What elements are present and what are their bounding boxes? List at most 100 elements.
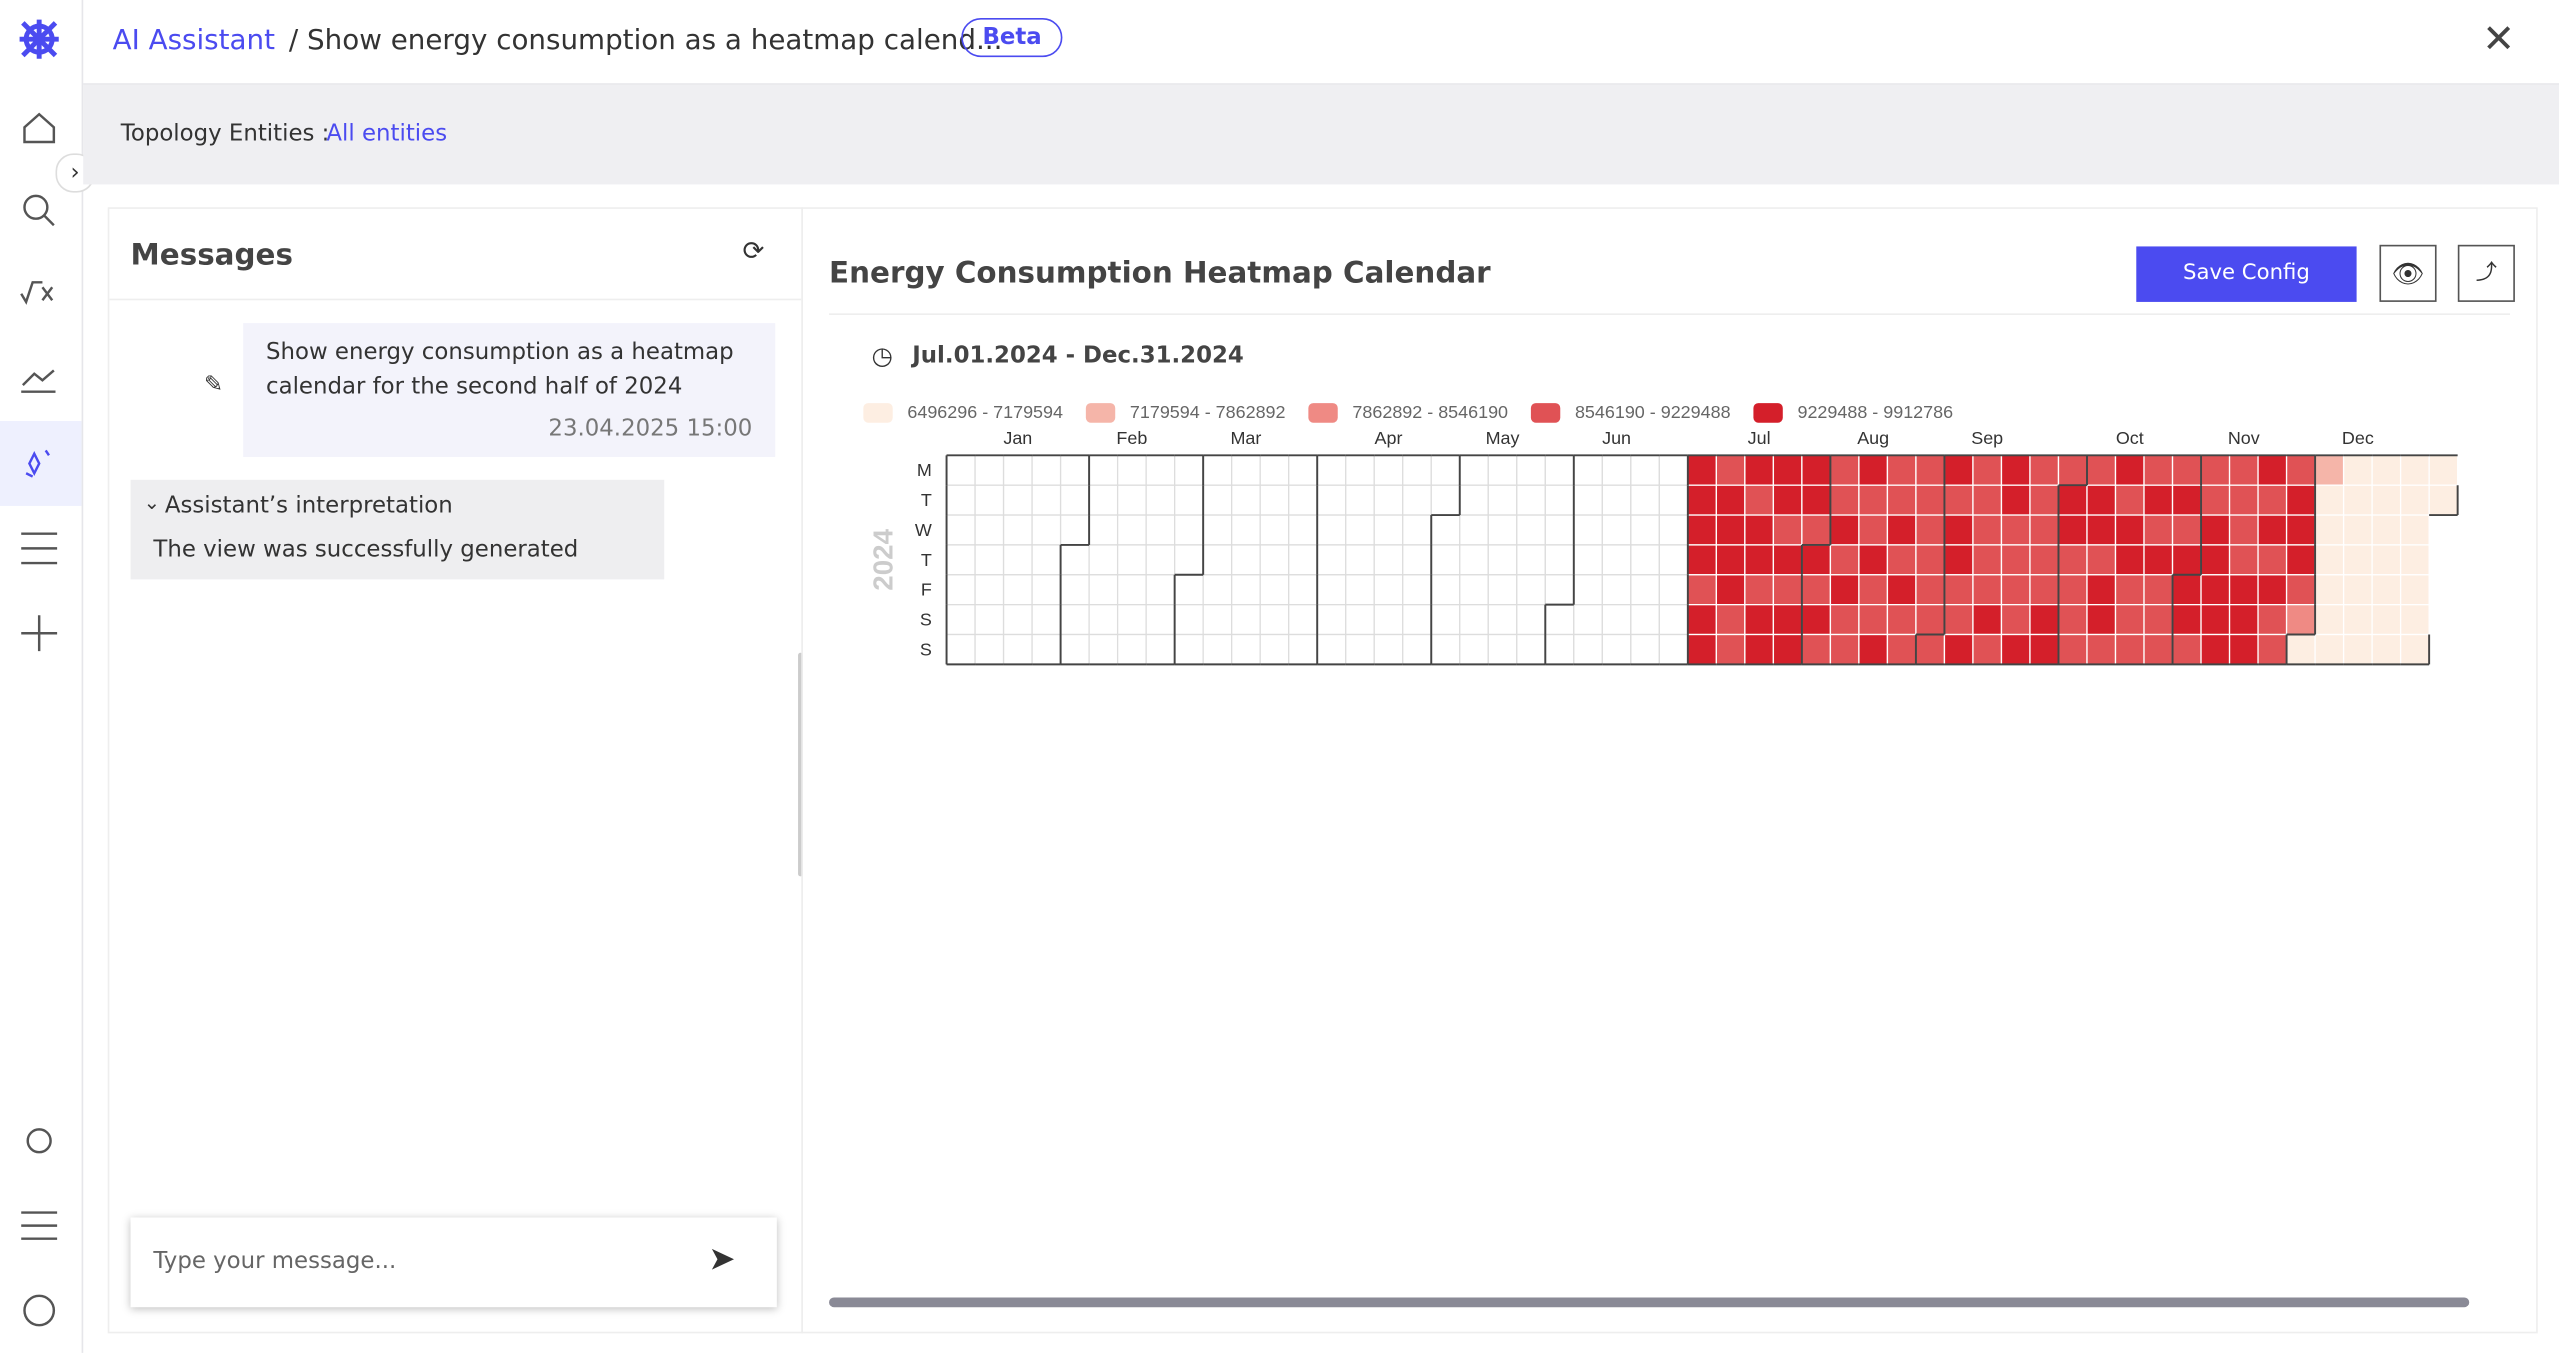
day-cell <box>2342 484 2373 516</box>
empty-cell <box>1088 514 1119 546</box>
empty-cell <box>1345 484 1375 516</box>
day-cell <box>1858 514 1889 546</box>
weekday-label: S <box>920 639 932 659</box>
day-cell <box>2371 454 2402 486</box>
user-message: Show energy consumption as a heatmap cal… <box>243 323 776 457</box>
legend-label: 6496296 - 7179594 <box>907 402 1063 422</box>
empty-cell <box>1487 633 1518 666</box>
empty-cell <box>1088 484 1119 516</box>
empty-cell <box>1116 484 1147 516</box>
day-cell <box>2057 604 2088 636</box>
month-label: Mar <box>1230 428 1261 448</box>
empty-cell <box>974 454 1005 486</box>
day-cell <box>2029 544 2060 576</box>
month-label: Jan <box>1003 428 1032 448</box>
empty-cell <box>1202 484 1233 516</box>
assistant-icon[interactable] <box>25 449 50 478</box>
trend-icon[interactable] <box>21 369 56 393</box>
empty-cell <box>1402 574 1432 606</box>
scrollbar[interactable] <box>829 1297 2470 1308</box>
settings-icon[interactable] <box>26 1128 52 1154</box>
formula-icon[interactable] <box>20 281 54 305</box>
empty-cell <box>1402 454 1432 486</box>
day-cell <box>2000 633 2031 666</box>
empty-cell <box>945 484 976 516</box>
day-cell <box>2228 544 2259 576</box>
month-label: Nov <box>2228 428 2260 448</box>
empty-cell <box>1116 454 1147 486</box>
empty-cell <box>1658 574 1689 606</box>
empty-cell <box>1373 514 1404 546</box>
empty-cell <box>1373 604 1404 636</box>
day-cell <box>2399 514 2430 546</box>
empty-cell <box>1487 454 1518 486</box>
send-button[interactable]: ➤ <box>708 1238 736 1278</box>
empty-cell <box>1630 514 1660 546</box>
add-icon[interactable] <box>21 615 58 652</box>
menu-icon[interactable] <box>21 532 58 565</box>
filter-value[interactable]: All entities <box>326 120 448 147</box>
empty-cell <box>1573 574 1603 606</box>
insights-button[interactable]: ⤴ <box>2457 244 2515 302</box>
empty-cell <box>1402 514 1432 546</box>
empty-cell <box>1345 454 1375 486</box>
day-cell <box>2143 633 2174 666</box>
splitter[interactable] <box>798 652 803 877</box>
day-cell <box>2086 454 2117 486</box>
interpretation-title[interactable]: Assistant’s interpretation <box>164 492 453 519</box>
day-cell <box>1829 604 1860 636</box>
chevron[interactable]: ⌄ <box>143 491 161 515</box>
breadcrumb-page: / Show energy consumption as a heatmap c… <box>288 24 1003 58</box>
day-cell <box>2399 484 2430 516</box>
empty-cell <box>1459 604 1489 636</box>
empty-cell <box>1316 514 1347 546</box>
filter-bar: Topology Entities : All entities <box>83 84 2559 185</box>
day-cell <box>2428 454 2459 486</box>
user-icon[interactable] <box>23 1294 56 1327</box>
close-button[interactable]: ✕ <box>2482 16 2516 63</box>
empty-cell <box>1259 544 1290 576</box>
empty-cell <box>1288 633 1318 666</box>
empty-cell <box>1031 633 1062 666</box>
preview-button[interactable]: 👁 <box>2379 244 2437 302</box>
empty-cell <box>1544 484 1575 516</box>
day-cell <box>2114 633 2145 666</box>
empty-cell <box>1231 574 1261 606</box>
home-icon[interactable] <box>23 112 56 144</box>
day-cell <box>1772 454 1803 486</box>
empty-cell <box>1516 484 1546 516</box>
breadcrumb-root[interactable]: AI Assistant <box>112 24 275 58</box>
empty-cell <box>1487 484 1518 516</box>
empty-cell <box>1601 514 1632 546</box>
sliders-icon[interactable] <box>21 1211 58 1240</box>
refresh-button[interactable]: ⟳ <box>742 235 765 267</box>
day-cell <box>2114 544 2145 576</box>
empty-cell <box>1231 633 1261 666</box>
edit-button[interactable]: ✎ <box>204 372 224 399</box>
empty-cell <box>1202 544 1233 576</box>
element <box>19 19 59 59</box>
save-config-button[interactable]: Save Config <box>2136 246 2357 302</box>
day-cell <box>2171 514 2202 546</box>
day-cell <box>1801 544 1832 576</box>
day-cell <box>1801 604 1832 636</box>
user-message-text: Show energy consumption as a heatmap cal… <box>266 339 734 400</box>
day-cell <box>2057 454 2088 486</box>
empty-cell <box>1288 544 1318 576</box>
empty-cell <box>1173 604 1204 636</box>
empty-cell <box>1430 574 1461 606</box>
empty-cell <box>1544 454 1575 486</box>
message-input[interactable]: Type your message... ➤ <box>130 1217 777 1308</box>
empty-cell <box>1116 574 1147 606</box>
day-cell <box>2029 633 2060 666</box>
day-cell <box>2114 604 2145 636</box>
empty-cell <box>1288 454 1318 486</box>
sidebar-icons <box>0 19 82 1327</box>
empty-cell <box>1430 514 1461 546</box>
day-cell <box>2000 514 2031 546</box>
search-icon[interactable] <box>23 194 55 227</box>
day-cell <box>1772 544 1803 576</box>
weekday-label: S <box>920 610 932 630</box>
day-cell <box>2257 454 2288 486</box>
day-cell <box>1943 604 1974 636</box>
